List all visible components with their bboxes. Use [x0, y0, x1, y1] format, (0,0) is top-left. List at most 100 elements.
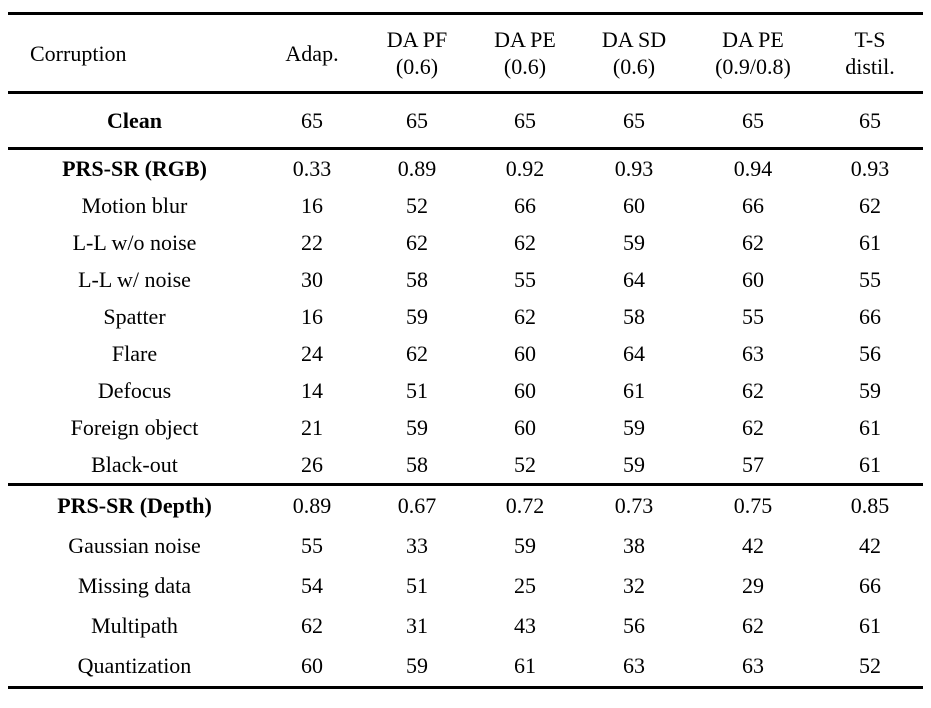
- cell-value: 58: [623, 304, 645, 329]
- table-row: Defocus 14 51 60 61 62 59: [8, 372, 923, 409]
- column-header-sub: (0.6): [612, 54, 656, 79]
- table-row: L-L w/ noise 30 58 55 64 60 55: [8, 261, 923, 298]
- cell-value: 59: [623, 230, 645, 255]
- cell-value: 58: [406, 267, 428, 292]
- cell-value: 62: [742, 230, 764, 255]
- cell-value: 42: [742, 533, 764, 558]
- section-clean: Clean 65 65 65 65 65 65: [8, 92, 923, 149]
- table-row: PRS-SR (RGB) 0.33 0.89 0.92 0.93 0.94 0.93: [8, 149, 923, 188]
- cell-value: 0.33: [292, 156, 332, 181]
- cell-value: 54: [301, 573, 323, 598]
- cell-value: 32: [623, 573, 645, 598]
- column-header-label: DA PE: [722, 27, 784, 52]
- cell-value: 62: [742, 613, 764, 638]
- cell-value: 56: [859, 341, 881, 366]
- cell-value: 59: [623, 415, 645, 440]
- cell-value: 51: [406, 378, 428, 403]
- section-prs-sr-depth: PRS-SR (Depth) 0.89 0.67 0.72 0.73 0.75 0.85 Ga…: [8, 484, 923, 688]
- table-row: Clean 65 65 65 65 65 65: [8, 93, 923, 149]
- table-row: Motion blur 16 52 66 60 66 62: [8, 187, 923, 224]
- row-label: Black-out: [91, 452, 178, 477]
- cell-value: 24: [301, 341, 323, 366]
- column-header-ts-distil: T-S distil.: [817, 14, 923, 93]
- cell-value: 62: [859, 193, 881, 218]
- cell-value: 55: [301, 533, 323, 558]
- cell-value: 65: [623, 108, 645, 133]
- cell-value: 0.67: [397, 493, 437, 518]
- cell-value: 63: [742, 653, 764, 678]
- cell-value: 61: [859, 230, 881, 255]
- row-label: Multipath: [91, 613, 178, 638]
- row-label: Clean: [107, 108, 162, 133]
- row-label: Defocus: [97, 378, 172, 403]
- cell-value: 0.72: [505, 493, 545, 518]
- cell-value: 66: [514, 193, 536, 218]
- column-header-da-pe-2: DA PE (0.9/0.8): [689, 14, 817, 93]
- row-label: L-L w/o noise: [72, 230, 197, 255]
- cell-value: 59: [406, 304, 428, 329]
- cell-value: 60: [623, 193, 645, 218]
- table-row: Black-out 26 58 52 59 57 61: [8, 446, 923, 485]
- row-label: PRS-SR (Depth): [57, 493, 212, 518]
- table-row: Flare 24 62 60 64 63 56: [8, 335, 923, 372]
- cell-value: 0.73: [614, 493, 654, 518]
- column-header-label: T-S: [854, 27, 886, 52]
- column-header-label: DA SD: [601, 27, 667, 52]
- cell-value: 0.94: [733, 156, 773, 181]
- table-header: Corruption Adap. DA PF (0.6) DA PE (0.6)…: [8, 14, 923, 93]
- cell-value: 0.93: [614, 156, 654, 181]
- cell-value: 38: [623, 533, 645, 558]
- cell-value: 52: [406, 193, 428, 218]
- cell-value: 26: [301, 452, 323, 477]
- cell-value: 42: [859, 533, 881, 558]
- cell-value: 62: [301, 613, 323, 638]
- cell-value: 66: [859, 304, 881, 329]
- table-row: Quantization 60 59 61 63 63 52: [8, 646, 923, 688]
- cell-value: 22: [301, 230, 323, 255]
- cell-value: 62: [742, 378, 764, 403]
- cell-value: 62: [406, 230, 428, 255]
- column-header-da-pf: DA PF (0.6): [363, 14, 471, 93]
- cell-value: 51: [406, 573, 428, 598]
- cell-value: 30: [301, 267, 323, 292]
- cell-value: 62: [514, 304, 536, 329]
- column-header-da-sd: DA SD (0.6): [579, 14, 689, 93]
- column-header-sub: distil.: [845, 54, 895, 79]
- cell-value: 52: [514, 452, 536, 477]
- row-label: Quantization: [77, 653, 192, 678]
- row-label: Flare: [111, 341, 158, 366]
- table-row: Gaussian noise 55 33 59 38 42 42: [8, 526, 923, 566]
- cell-value: 31: [406, 613, 428, 638]
- cell-value: 60: [514, 378, 536, 403]
- row-label: Foreign object: [70, 415, 199, 440]
- cell-value: 0.92: [505, 156, 545, 181]
- table-row: Spatter 16 59 62 58 55 66: [8, 298, 923, 335]
- table-row: PRS-SR (Depth) 0.89 0.67 0.72 0.73 0.75 0.85: [8, 485, 923, 527]
- cell-value: 65: [859, 108, 881, 133]
- cell-value: 55: [514, 267, 536, 292]
- column-header-da-pe: DA PE (0.6): [471, 14, 579, 93]
- column-header-sub: (0.9/0.8): [715, 54, 791, 79]
- cell-value: 16: [301, 304, 323, 329]
- column-header-adap: Adap.: [261, 14, 363, 93]
- row-label: PRS-SR (RGB): [62, 156, 207, 181]
- cell-value: 61: [623, 378, 645, 403]
- cell-value: 55: [742, 304, 764, 329]
- cell-value: 43: [514, 613, 536, 638]
- cell-value: 60: [514, 341, 536, 366]
- cell-value: 66: [742, 193, 764, 218]
- cell-value: 65: [514, 108, 536, 133]
- cell-value: 65: [301, 108, 323, 133]
- cell-value: 56: [623, 613, 645, 638]
- cell-value: 64: [623, 267, 645, 292]
- cell-value: 65: [742, 108, 764, 133]
- section-prs-sr-rgb: PRS-SR (RGB) 0.33 0.89 0.92 0.93 0.94 0.93 Moti…: [8, 148, 923, 485]
- cell-value: 55: [859, 267, 881, 292]
- cell-value: 60: [514, 415, 536, 440]
- cell-value: 60: [301, 653, 323, 678]
- cell-value: 16: [301, 193, 323, 218]
- cell-value: 61: [859, 415, 881, 440]
- cell-value: 59: [406, 653, 428, 678]
- column-header-label: Corruption: [30, 40, 127, 66]
